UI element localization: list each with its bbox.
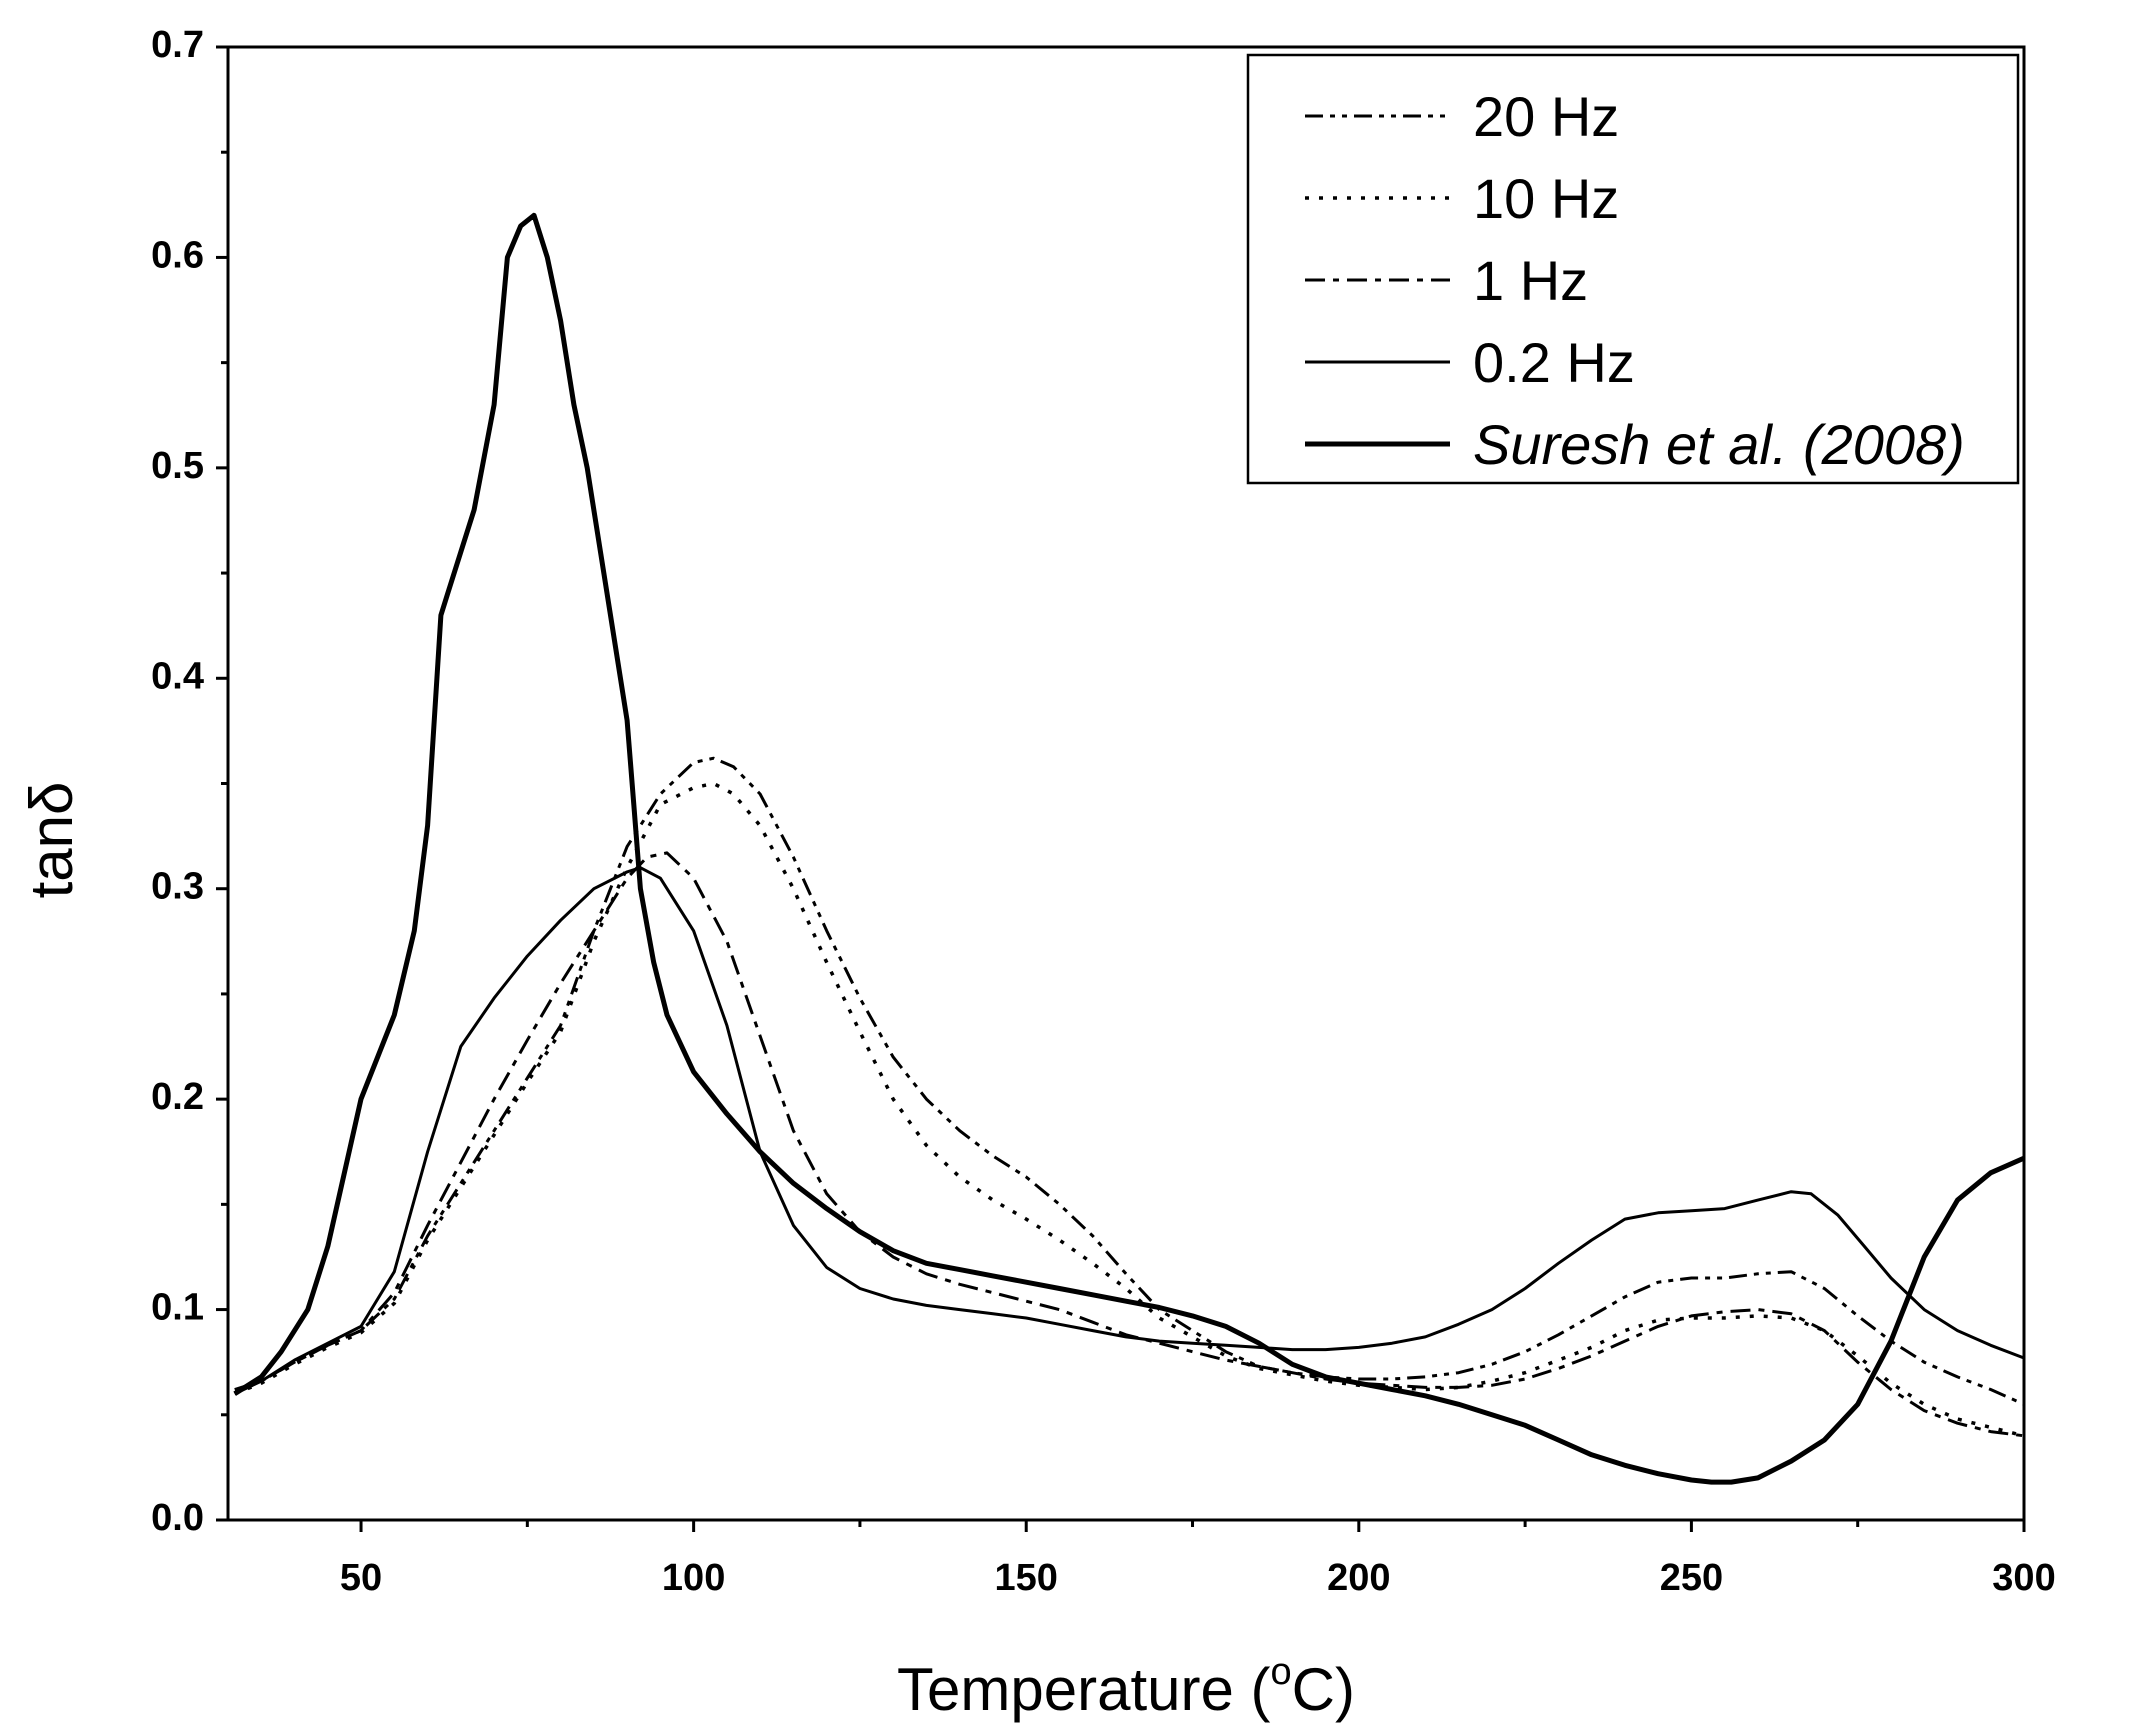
x-tick-label: 150 (995, 1557, 1058, 1599)
legend-label-4: Suresh et al. (2008) (1473, 413, 1965, 476)
x-axis: 50 100 150 200 250 300 (340, 1520, 2056, 1599)
y-tick-label: 0.2 (151, 1076, 204, 1118)
x-tick-label: 250 (1660, 1557, 1723, 1599)
plot-series-group (233, 212, 2026, 1485)
series-line-2 (234, 851, 2025, 1438)
x-axis-title-main: Temperature ( (897, 1656, 1270, 1723)
x-axis-title-unit: C) (1292, 1656, 1355, 1723)
y-tick-label: 0.7 (151, 24, 204, 66)
series-line-4 (233, 212, 2026, 1485)
y-tick-label: 0.4 (151, 655, 204, 697)
y-tick-label: 0.6 (151, 234, 204, 276)
series-line-0 (234, 756, 2025, 1406)
y-axis: 0.0 0.1 0.2 0.3 0.4 0.5 0.6 0.7 (151, 24, 228, 1539)
y-tick-label: 0.5 (151, 445, 204, 487)
y-tick-label: 0.0 (151, 1497, 204, 1539)
legend-label-2: 1 Hz (1473, 249, 1588, 312)
legend-label-3: 0.2 Hz (1473, 331, 1635, 394)
x-tick-label: 100 (662, 1557, 725, 1599)
series-line-3 (234, 866, 2025, 1396)
legend: 20 Hz 10 Hz 1 Hz 0.2 Hz Suresh et al. (2008) (1246, 53, 2020, 485)
x-axis-title-degree: o (1271, 1651, 1292, 1693)
x-tick-label: 50 (340, 1557, 382, 1599)
y-axis-title: tanδ (18, 782, 85, 899)
legend-box (1246, 53, 2020, 485)
y-tick-label: 0.1 (151, 1287, 204, 1329)
x-tick-label: 200 (1327, 1557, 1390, 1599)
x-axis-title: Temperature (oC) (897, 1651, 1355, 1723)
legend-label-0: 20 Hz (1473, 85, 1619, 148)
legend-label-1: 10 Hz (1473, 167, 1619, 230)
x-tick-label: 300 (1992, 1557, 2055, 1599)
y-tick-label: 0.3 (151, 866, 204, 908)
